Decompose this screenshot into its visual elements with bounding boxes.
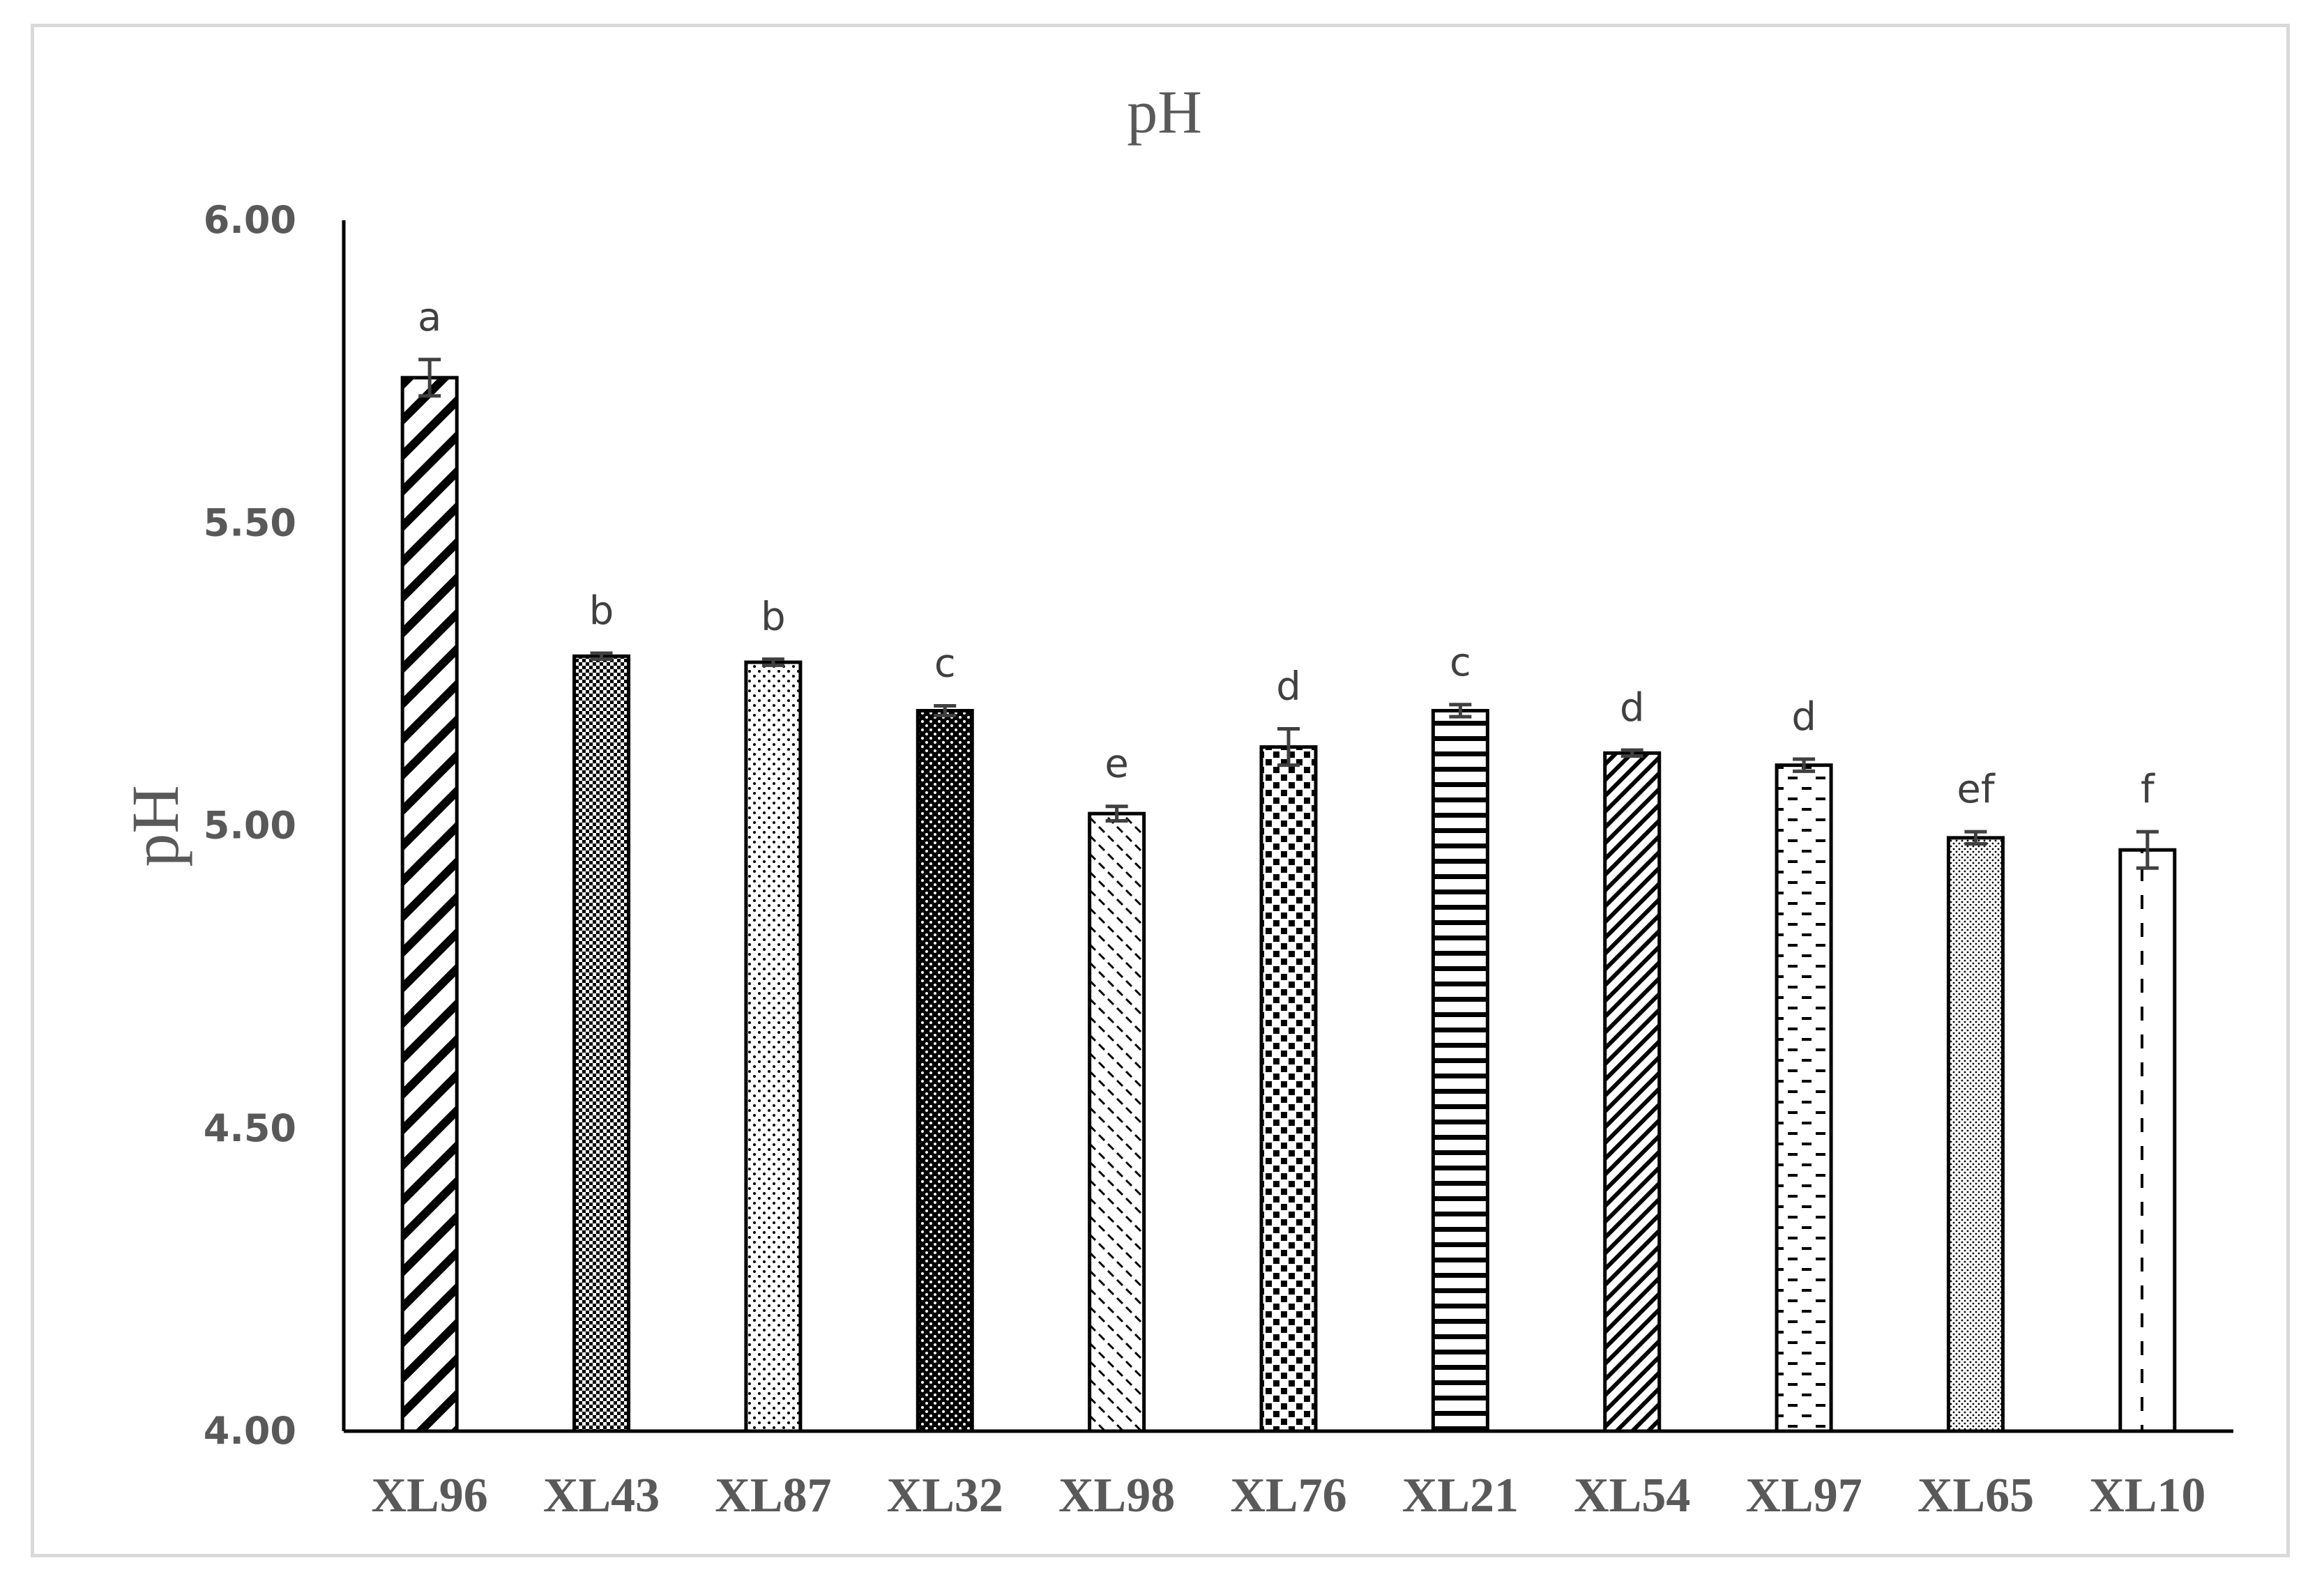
x-tick-label: XL98 — [1058, 1469, 1175, 1522]
x-tick-label: XL97 — [1745, 1469, 1862, 1522]
significance-label: f — [2141, 767, 2155, 812]
significance-label: b — [761, 595, 786, 640]
x-tick-label: XL65 — [1917, 1469, 2034, 1522]
bar-xl76 — [1259, 745, 1318, 1433]
significance-label: ef — [1957, 767, 1995, 812]
significance-label: a — [418, 295, 441, 340]
bar-xl43 — [572, 654, 631, 1433]
chart-title: pH — [1127, 79, 1202, 146]
bar-xl98 — [1088, 811, 1146, 1433]
significance-label: d — [1791, 694, 1816, 740]
bar-xl87 — [744, 660, 803, 1433]
x-tick-label: XL76 — [1230, 1469, 1346, 1522]
bar-xl54 — [1603, 751, 1662, 1433]
bar-xl32 — [916, 708, 974, 1433]
significance-label: c — [934, 641, 956, 687]
error-bar-xl96 — [418, 358, 441, 398]
x-tick-label: XL43 — [543, 1469, 660, 1522]
significance-label: d — [1620, 685, 1645, 731]
bar-xl97 — [1775, 763, 1833, 1433]
error-bar-xl76 — [1277, 727, 1300, 768]
error-bar-xl32 — [934, 704, 957, 717]
y-tick-label: 6.00 — [204, 198, 296, 242]
bar-xl65 — [1946, 836, 2005, 1433]
y-tick-label: 5.50 — [204, 501, 296, 544]
y-tick-labels: 4.00 4.50 5.00 5.50 6.00 — [204, 198, 296, 1453]
y-tick-label: 4.00 — [204, 1409, 296, 1453]
x-tick-label: XL10 — [2089, 1469, 2205, 1522]
error-bars — [418, 358, 2159, 870]
error-bar-xl10 — [2136, 830, 2159, 870]
error-bar-xl98 — [1105, 804, 1128, 823]
y-tick-label: 4.50 — [204, 1106, 296, 1150]
error-bar-xl43 — [590, 651, 613, 662]
x-tick-labels: XL96 XL43 XL87 XL32 XL98 XL76 XL21 XL54 XL97 XL65… — [372, 1469, 2206, 1522]
x-tick-label: XL21 — [1402, 1469, 1519, 1522]
error-bar-xl54 — [1620, 748, 1643, 758]
y-tick-label: 5.00 — [204, 804, 296, 848]
bar-xl21 — [1431, 708, 1489, 1433]
y-axis-label: pH — [118, 785, 192, 866]
error-bar-xl21 — [1449, 703, 1472, 719]
x-tick-label: XL87 — [715, 1469, 831, 1522]
significance-label: c — [1450, 640, 1471, 685]
bar-xl96 — [400, 376, 459, 1433]
x-tick-label: XL32 — [887, 1469, 1003, 1522]
x-tick-label: XL96 — [372, 1469, 488, 1522]
error-bar-xl97 — [1793, 757, 1816, 773]
x-tick-label: XL54 — [1574, 1469, 1690, 1522]
significance-label: b — [589, 588, 614, 634]
bars — [400, 376, 2177, 1433]
error-bar-xl87 — [761, 657, 784, 667]
significance-labels: a b b c e d c d d ef f — [418, 295, 2155, 812]
bar-xl10 — [2118, 848, 2177, 1433]
error-bar-xl65 — [1964, 830, 1987, 846]
significance-label: e — [1104, 742, 1128, 787]
significance-label: d — [1276, 664, 1301, 710]
